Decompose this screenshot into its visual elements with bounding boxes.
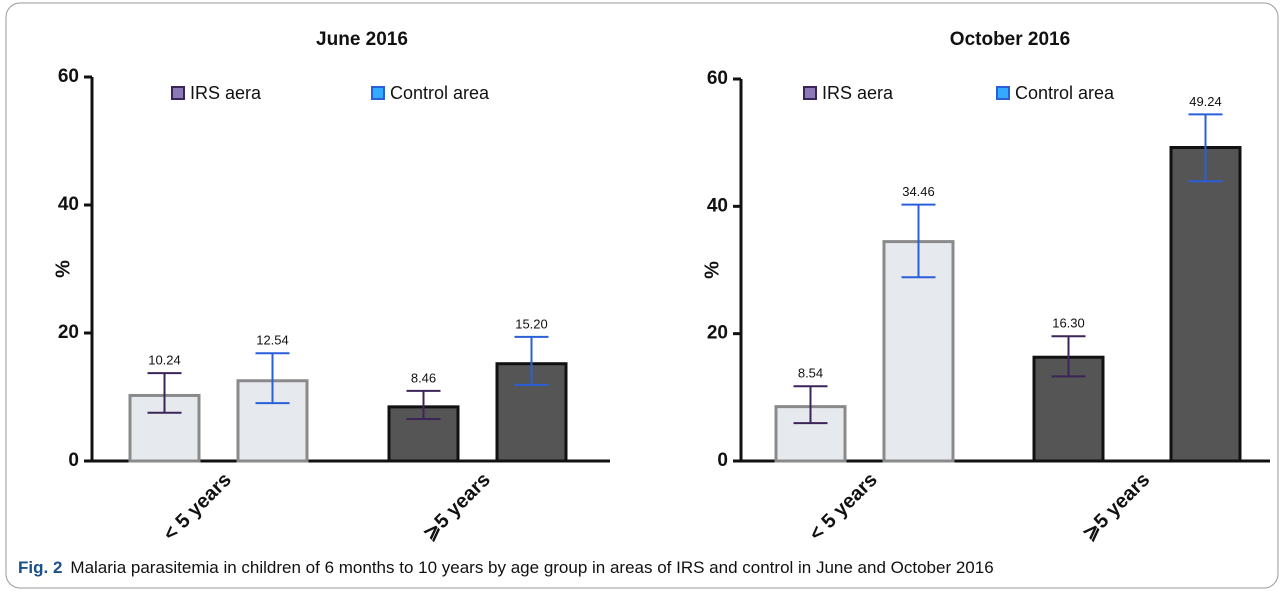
caption-text: Malaria parasitemia in children of 6 mon… <box>70 558 993 577</box>
bar <box>1169 146 1242 463</box>
y-tick-label: 20 <box>58 322 79 343</box>
y-tick-label: 60 <box>58 66 79 87</box>
value-label: 12.54 <box>256 333 289 348</box>
chart-title: October 2016 <box>950 29 1070 50</box>
x-tick-label: ⩾5 years <box>1078 469 1154 545</box>
legend-label: Control area <box>390 83 490 103</box>
error-bar <box>514 335 549 386</box>
error-bar <box>1188 113 1223 183</box>
y-tick-label: 40 <box>58 194 79 215</box>
chart-title: June 2016 <box>316 29 408 50</box>
y-axis-label: % <box>701 261 723 279</box>
caption: Fig. 2 Malaria parasitemia in children of… <box>18 558 994 577</box>
value-label: 8.54 <box>798 366 823 381</box>
frame <box>5 2 1279 589</box>
value-label: 49.24 <box>1189 94 1222 109</box>
value-label: 34.46 <box>902 184 935 199</box>
value-label: 15.20 <box>515 316 548 331</box>
value-label: 8.46 <box>411 370 436 385</box>
legend-marker <box>803 86 817 100</box>
legend-marker <box>371 86 385 100</box>
y-tick-label: 0 <box>68 450 79 471</box>
error-bar <box>901 203 936 279</box>
value-label: 16.30 <box>1052 316 1085 331</box>
legend-marker <box>996 86 1010 100</box>
y-tick-label: 40 <box>707 195 728 216</box>
x-tick-label: < 5 years <box>159 469 236 546</box>
error-bar <box>1051 335 1086 378</box>
x-tick-label: < 5 years <box>805 469 882 546</box>
y-tick-label: 60 <box>707 68 728 89</box>
error-bar <box>793 385 828 425</box>
legend-marker <box>171 86 185 100</box>
legend-label: IRS aera <box>190 83 262 103</box>
legend-label: IRS aera <box>822 83 894 103</box>
caption-label: Fig. 2 <box>18 558 62 577</box>
y-tick-label: 0 <box>717 450 728 471</box>
error-bar <box>255 352 290 405</box>
error-bar <box>406 389 441 421</box>
y-tick-label: 20 <box>707 323 728 344</box>
y-axis-label: % <box>52 260 74 278</box>
error-bar <box>147 372 182 414</box>
x-tick-label: ⩾5 years <box>419 469 495 545</box>
value-label: 10.24 <box>148 353 181 368</box>
legend-label: Control area <box>1015 83 1115 103</box>
